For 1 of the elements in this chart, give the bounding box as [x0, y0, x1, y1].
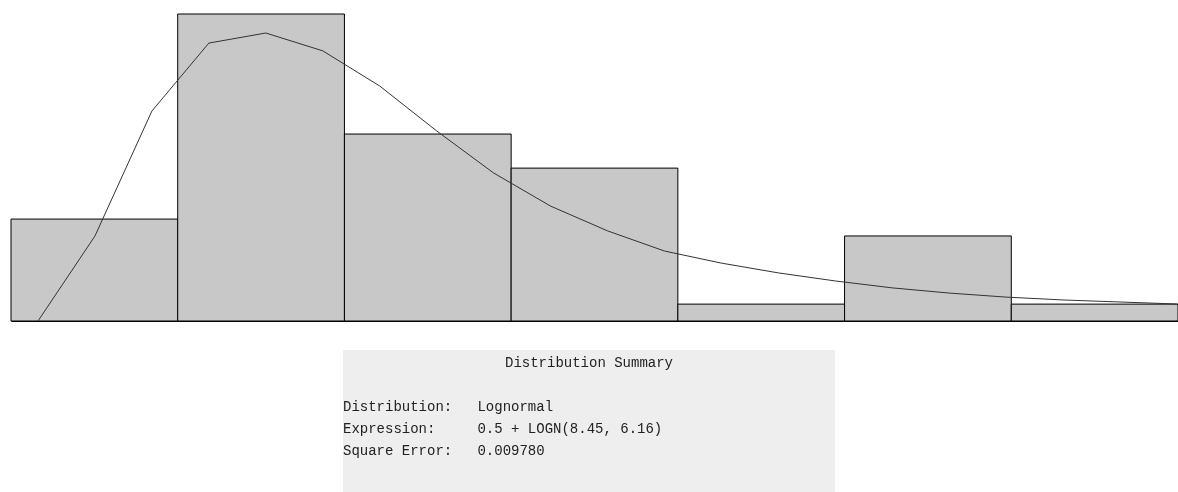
summary-panel: Distribution Summary Distribution: Lognormal Expression: 0.5 + LOGN(8.45, 6.16) Square Error: 0.009780 — [343, 350, 835, 492]
